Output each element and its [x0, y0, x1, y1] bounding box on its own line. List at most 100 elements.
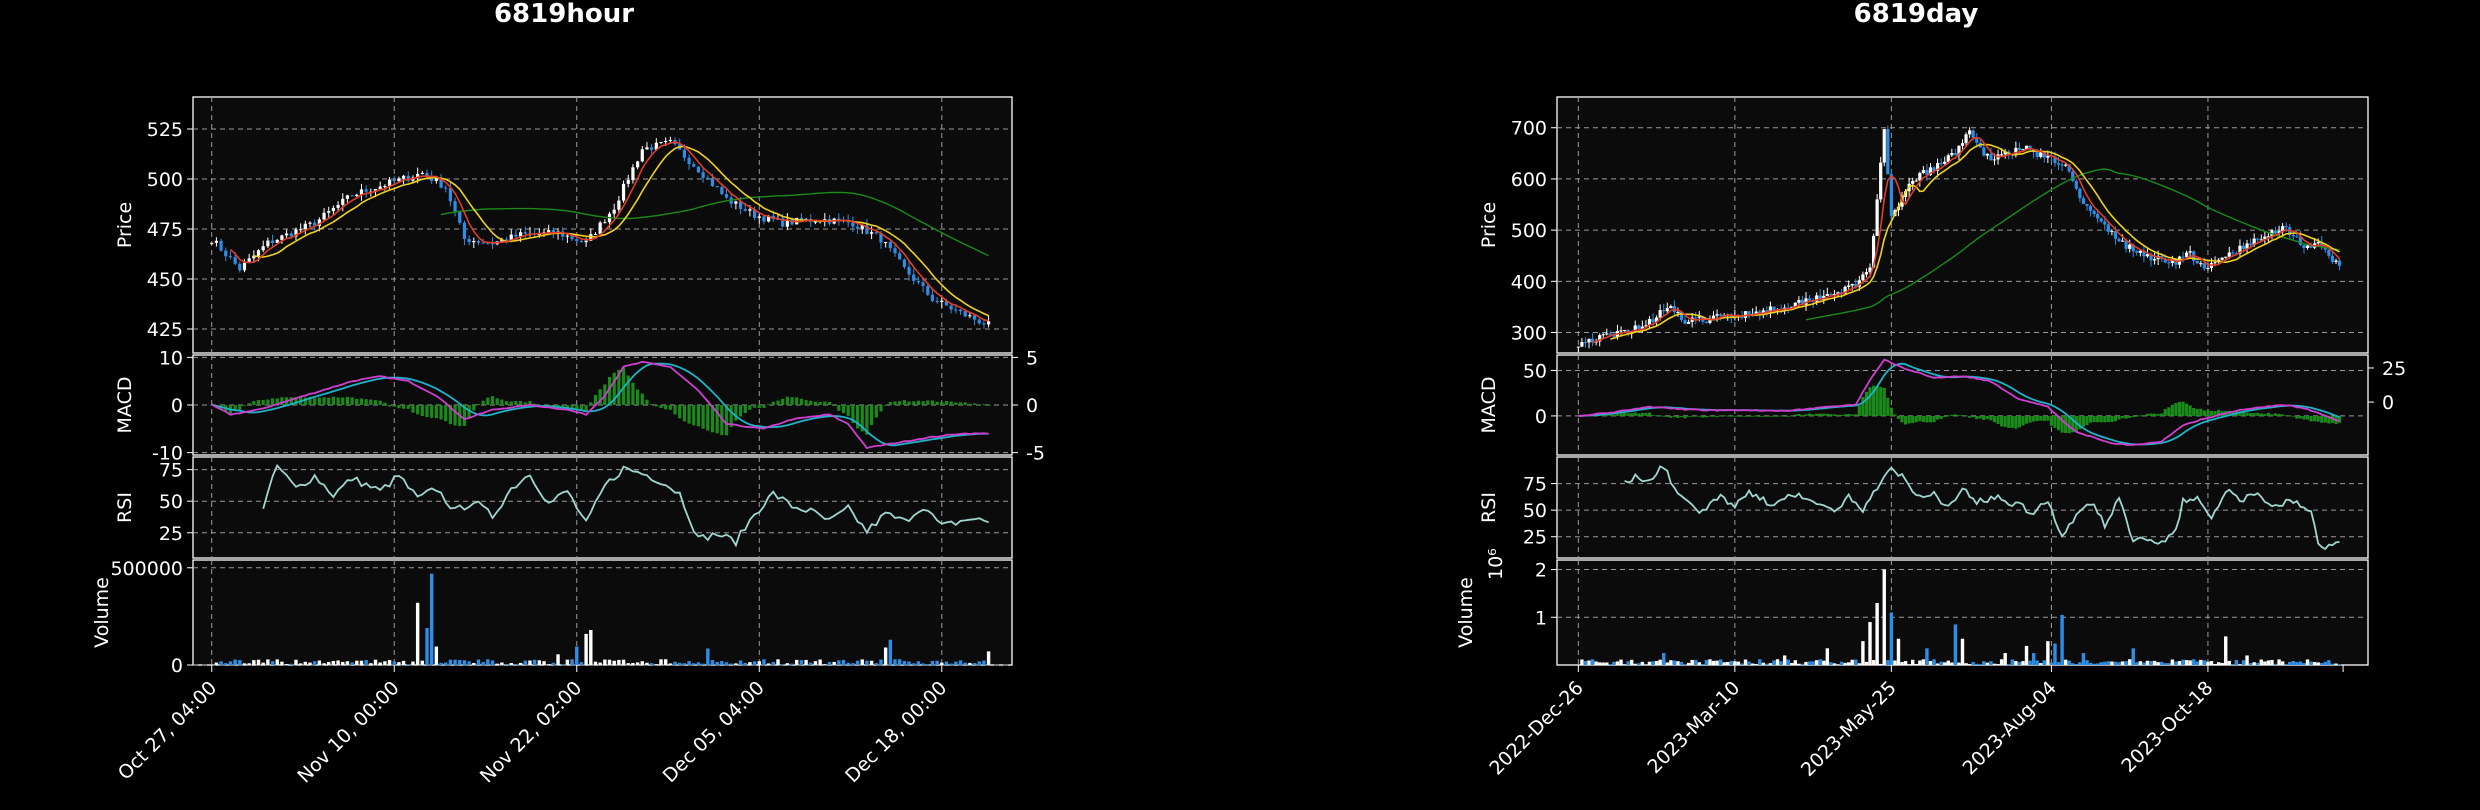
macd-histogram-bar: [804, 400, 808, 405]
volume-bar: [2170, 659, 2175, 665]
candle-body: [734, 201, 738, 204]
volume-bar: [2017, 662, 2022, 665]
volume-bar: [1647, 661, 1652, 665]
macd-histogram-bar: [308, 396, 312, 405]
candle-body: [2170, 258, 2174, 264]
candle-body: [537, 233, 541, 235]
macd-histogram-bar: [2284, 415, 2288, 417]
volume-bar: [1615, 661, 1620, 665]
candle-body: [228, 256, 233, 258]
volume-bar: [2298, 661, 2303, 665]
volume-bar: [734, 663, 738, 665]
volume-bar: [1985, 662, 1990, 665]
macd-histogram-bar: [729, 405, 733, 427]
macd-histogram-bar: [2128, 415, 2132, 418]
volume-bar: [1629, 659, 1634, 665]
volume-bar: [818, 659, 822, 665]
macd-histogram-bar: [706, 405, 710, 431]
candle-body: [345, 195, 350, 199]
macd-histogram-bar: [1982, 415, 1986, 420]
macd-histogram-bar: [2032, 415, 2036, 422]
macd-histogram-bar: [1726, 415, 1730, 417]
macd-histogram-bar: [2053, 415, 2057, 428]
candle-body: [1619, 330, 1623, 332]
candle-body: [1889, 174, 1893, 217]
candle-body: [350, 195, 354, 197]
macd-histogram-bar: [2078, 415, 2082, 429]
hourly-chart-figure: 6819hour 425 450 475 500 525 Price -10 0 10 MACD -5…: [0, 0, 1128, 810]
volume-bar: [823, 664, 827, 665]
volume-bar: [2031, 653, 2036, 665]
macd-histogram-bar: [2330, 415, 2335, 423]
volume-bar: [415, 602, 420, 665]
candle-body: [2263, 236, 2267, 240]
macd-line: [1578, 358, 2340, 446]
candle-body: [2188, 251, 2192, 253]
macd-histogram-bar: [692, 405, 696, 426]
volume-bar: [1686, 662, 1691, 665]
candle-body: [472, 241, 476, 243]
macd-histogram-bar: [1669, 415, 1673, 418]
volume-bar: [2021, 661, 2025, 665]
candle-body: [373, 189, 378, 192]
macd-histogram-bar: [631, 382, 635, 405]
macd-histogram-bar: [715, 405, 719, 434]
macd-histogram-bar: [2142, 415, 2146, 416]
candle-body: [383, 186, 387, 188]
volume-bar: [1992, 663, 1997, 665]
macd-histogram-bar: [664, 405, 668, 410]
volume-bar: [1932, 659, 1936, 665]
macd-histogram-bar: [827, 401, 832, 405]
candle-body: [2145, 254, 2150, 257]
candle-body: [313, 222, 317, 226]
volume-bar: [1943, 662, 1947, 665]
macd-histogram-bar: [701, 405, 705, 429]
macd-histogram-bar: [350, 397, 354, 405]
macd-histogram-bar: [1861, 396, 1865, 416]
candle-body: [575, 239, 579, 241]
volume-bar: [1772, 660, 1776, 665]
macd-histogram-bar: [270, 398, 275, 405]
macd-histogram-bar: [1637, 413, 1641, 416]
candle-body: [519, 232, 523, 237]
macd-histogram-bar: [2120, 415, 2125, 419]
macd-histogram-bar: [575, 405, 579, 410]
volume-bar: [1950, 662, 1954, 665]
macd-histogram-bar: [509, 401, 513, 405]
volume-bar: [1587, 660, 1591, 665]
volume-bar: [444, 662, 448, 665]
macd-histogram-bar: [242, 405, 247, 406]
price-y-tick-label: 300: [1511, 323, 1547, 345]
candle-body: [748, 209, 752, 211]
candle-body: [851, 222, 855, 227]
macd-histogram-bar: [2060, 415, 2064, 433]
volume-bar: [284, 664, 289, 665]
volume-bar: [593, 661, 598, 665]
volume-bar: [2085, 660, 2089, 665]
ma-long-line: [1805, 168, 2340, 321]
candle-body: [2046, 155, 2050, 158]
candle-body: [1665, 308, 1669, 312]
ma-short-line: [229, 141, 989, 322]
macd-histogram-bar: [2302, 415, 2306, 420]
candle-body: [1836, 292, 1840, 295]
macd-histogram-bar: [2323, 415, 2327, 423]
volume-bar: [1822, 660, 1826, 665]
macd-histogram-bar: [1815, 413, 1819, 416]
volume-bar: [1886, 660, 1890, 665]
volume-bar: [846, 662, 850, 665]
volume-bar: [1711, 660, 1716, 665]
macd-histogram-bar: [762, 405, 766, 408]
volume-bar: [1793, 660, 1798, 665]
volume-bar: [1857, 663, 1862, 665]
macd-histogram-bar: [771, 401, 775, 405]
chart-title: 6819day: [1854, 0, 1979, 29]
candle-body: [509, 234, 513, 242]
macd-histogram-bar: [851, 405, 855, 423]
rsi-y-tick-label: 25: [159, 523, 183, 545]
volume-bar: [2259, 659, 2263, 665]
volume-bar: [2120, 661, 2125, 665]
macd-histogram-bar: [453, 405, 457, 426]
candle-body: [1843, 286, 1847, 294]
candle-body: [1879, 162, 1883, 200]
